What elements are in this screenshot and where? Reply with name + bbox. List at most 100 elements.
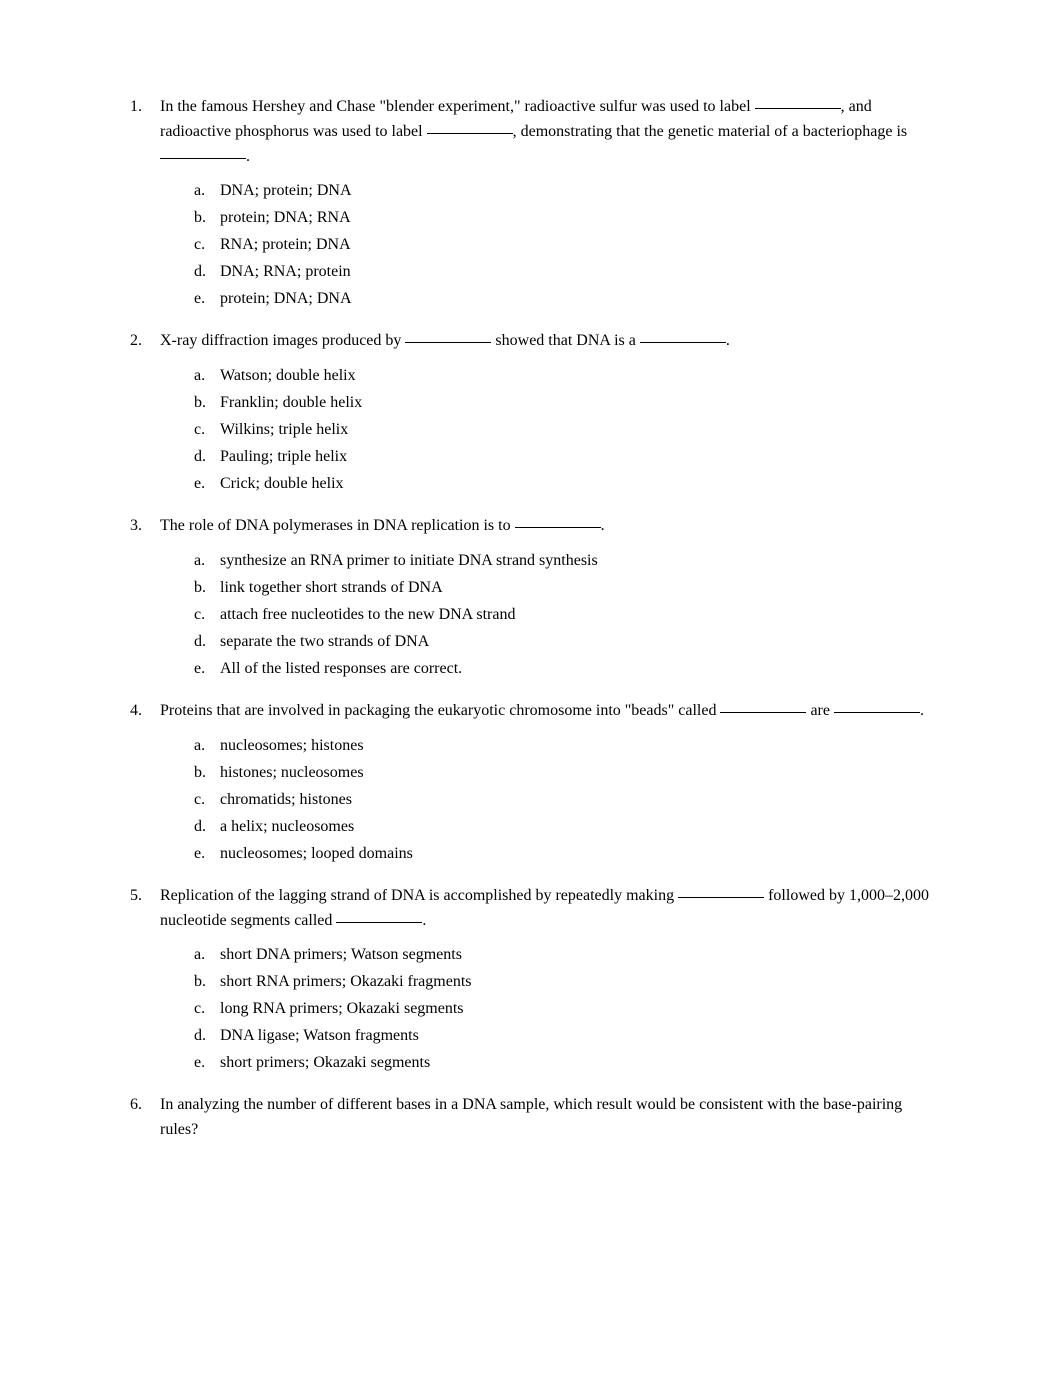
question-row: 1.In the famous Hershey and Chase "blend… <box>130 95 932 169</box>
option-row: d.DNA ligase; Watson fragments <box>194 1024 932 1048</box>
fill-blank <box>720 697 806 713</box>
option-row: b.histones; nucleosomes <box>194 761 932 785</box>
option-letter: d. <box>194 815 220 839</box>
option-row: c.Wilkins; triple helix <box>194 418 932 442</box>
option-letter: b. <box>194 206 220 230</box>
option-letter: e. <box>194 657 220 681</box>
option-letter: c. <box>194 233 220 257</box>
question-row: 3.The role of DNA polymerases in DNA rep… <box>130 514 932 539</box>
option-text: All of the listed responses are correct. <box>220 657 932 681</box>
option-row: b.Franklin; double helix <box>194 391 932 415</box>
question-text-part: . <box>726 332 730 349</box>
question-text-part: . <box>601 517 605 534</box>
question-text-part: , demonstrating that the genetic materia… <box>513 123 908 140</box>
fill-blank <box>834 697 920 713</box>
question-text-part: In analyzing the number of different bas… <box>160 1096 902 1138</box>
option-text: DNA; RNA; protein <box>220 260 932 284</box>
option-row: e.Crick; double helix <box>194 472 932 496</box>
options-list: a.nucleosomes; histones b.histones; nucle… <box>194 734 932 866</box>
question-text: In the famous Hershey and Chase "blender… <box>160 95 932 169</box>
option-letter: a. <box>194 364 220 388</box>
fill-blank <box>427 118 513 134</box>
question-number: 6. <box>130 1093 160 1118</box>
question-text-part: . <box>422 912 426 929</box>
question-text-part: The role of DNA polymerases in DNA repli… <box>160 517 515 534</box>
option-text: chromatids; histones <box>220 788 932 812</box>
option-text: short RNA primers; Okazaki fragments <box>220 970 932 994</box>
option-text: a helix; nucleosomes <box>220 815 932 839</box>
option-text: Watson; double helix <box>220 364 932 388</box>
option-row: d.Pauling; triple helix <box>194 445 932 469</box>
fill-blank <box>755 93 841 109</box>
option-row: c.attach free nucleotides to the new DNA… <box>194 603 932 627</box>
question: 6.In analyzing the number of different b… <box>130 1093 932 1143</box>
option-row: d.separate the two strands of DNA <box>194 630 932 654</box>
option-letter: c. <box>194 997 220 1021</box>
option-letter: b. <box>194 761 220 785</box>
option-row: b.short RNA primers; Okazaki fragments <box>194 970 932 994</box>
options-list: a.synthesize an RNA primer to initiate D… <box>194 549 932 681</box>
question-row: 5.Replication of the lagging strand of D… <box>130 884 932 934</box>
option-text: nucleosomes; looped domains <box>220 842 932 866</box>
option-row: c.long RNA primers; Okazaki segments <box>194 997 932 1021</box>
option-text: protein; DNA; DNA <box>220 287 932 311</box>
option-letter: c. <box>194 418 220 442</box>
options-list: a.DNA; protein; DNAb.protein; DNA; RNAc.… <box>194 179 932 311</box>
option-row: a.synthesize an RNA primer to initiate D… <box>194 549 932 573</box>
option-letter: c. <box>194 788 220 812</box>
question: 1.In the famous Hershey and Chase "blend… <box>130 95 932 311</box>
option-text: short primers; Okazaki segments <box>220 1051 932 1075</box>
option-text: DNA ligase; Watson fragments <box>220 1024 932 1048</box>
option-row: a.short DNA primers; Watson segments <box>194 943 932 967</box>
question-text-part: X-ray diffraction images produced by <box>160 332 405 349</box>
question: 5.Replication of the lagging strand of D… <box>130 884 932 1076</box>
question: 4.Proteins that are involved in packagin… <box>130 699 932 866</box>
option-letter: c. <box>194 603 220 627</box>
question: 3.The role of DNA polymerases in DNA rep… <box>130 514 932 681</box>
question-text: X-ray diffraction images produced by sho… <box>160 329 932 354</box>
question-row: 2.X-ray diffraction images produced by s… <box>130 329 932 354</box>
option-row: e.All of the listed responses are correc… <box>194 657 932 681</box>
option-letter: a. <box>194 549 220 573</box>
option-letter: e. <box>194 1051 220 1075</box>
option-row: d.a helix; nucleosomes <box>194 815 932 839</box>
question-number: 5. <box>130 884 160 909</box>
option-letter: d. <box>194 1024 220 1048</box>
option-letter: a. <box>194 179 220 203</box>
option-text: RNA; protein; DNA <box>220 233 932 257</box>
option-row: a.Watson; double helix <box>194 364 932 388</box>
questions-container: 1.In the famous Hershey and Chase "blend… <box>130 95 932 1143</box>
option-text: nucleosomes; histones <box>220 734 932 758</box>
option-letter: b. <box>194 391 220 415</box>
option-letter: d. <box>194 445 220 469</box>
option-row: c.RNA; protein; DNA <box>194 233 932 257</box>
option-text: attach free nucleotides to the new DNA s… <box>220 603 932 627</box>
question-text-part: Replication of the lagging strand of DNA… <box>160 887 678 904</box>
option-text: Wilkins; triple helix <box>220 418 932 442</box>
question-row: 4.Proteins that are involved in packagin… <box>130 699 932 724</box>
option-letter: e. <box>194 842 220 866</box>
option-row: d.DNA; RNA; protein <box>194 260 932 284</box>
question-row: 6.In analyzing the number of different b… <box>130 1093 932 1143</box>
option-letter: e. <box>194 287 220 311</box>
question-text: In analyzing the number of different bas… <box>160 1093 932 1143</box>
question-text: Replication of the lagging strand of DNA… <box>160 884 932 934</box>
options-list: a.short DNA primers; Watson segmentsb.sh… <box>194 943 932 1075</box>
option-letter: b. <box>194 970 220 994</box>
question-text-part: showed that DNA is a <box>491 332 639 349</box>
fill-blank <box>678 882 764 898</box>
question-number: 3. <box>130 514 160 539</box>
question-text-part: . <box>920 702 924 719</box>
question-text-part: . <box>246 148 250 165</box>
option-text: Franklin; double helix <box>220 391 932 415</box>
question-text-part: are <box>806 702 834 719</box>
option-text: DNA; protein; DNA <box>220 179 932 203</box>
option-text: link together short strands of DNA <box>220 576 932 600</box>
option-text: Pauling; triple helix <box>220 445 932 469</box>
option-row: b.link together short strands of DNA <box>194 576 932 600</box>
option-letter: e. <box>194 472 220 496</box>
option-letter: a. <box>194 734 220 758</box>
option-row: a.DNA; protein; DNA <box>194 179 932 203</box>
option-text: synthesize an RNA primer to initiate DNA… <box>220 549 932 573</box>
option-text: long RNA primers; Okazaki segments <box>220 997 932 1021</box>
